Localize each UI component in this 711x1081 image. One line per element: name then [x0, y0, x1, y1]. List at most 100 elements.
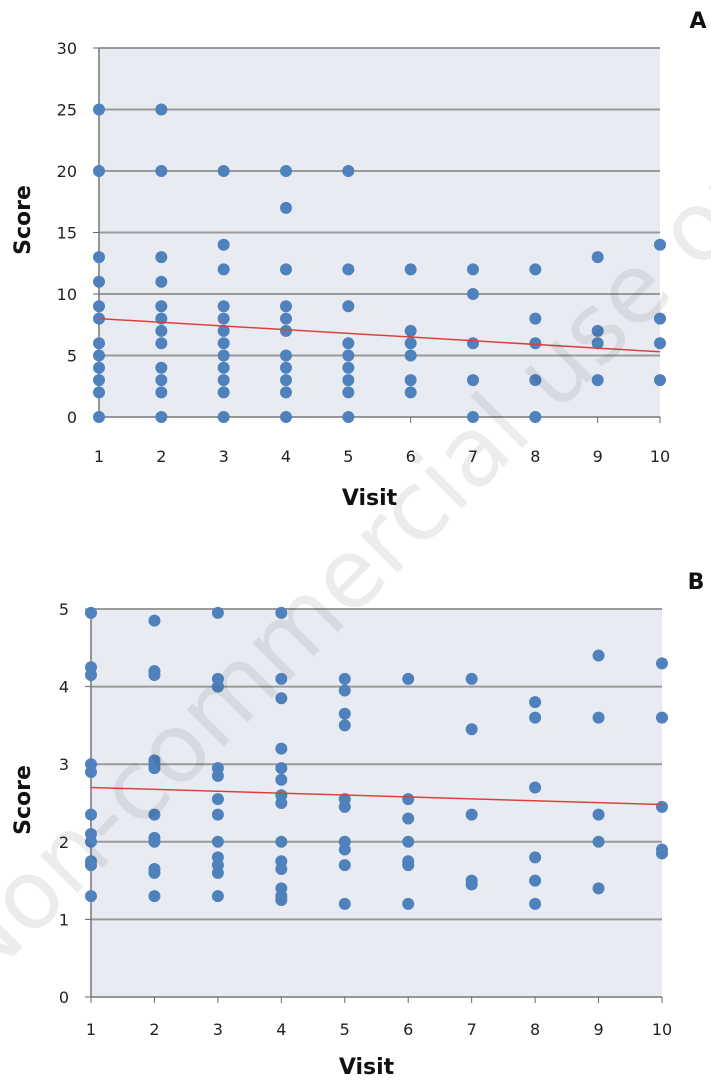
data-point [402, 793, 415, 806]
data-point [592, 711, 605, 724]
data-point [529, 696, 542, 709]
x-tick-label: 9 [593, 447, 603, 466]
data-point [342, 386, 355, 399]
data-point [280, 165, 292, 177]
x-tick-label: 7 [468, 447, 478, 466]
data-point [402, 672, 415, 685]
data-point [529, 312, 542, 325]
data-point [217, 263, 230, 276]
x-tick-label: 1 [86, 1020, 96, 1039]
data-point [148, 614, 161, 627]
data-point [342, 349, 355, 362]
x-tick-label: 4 [276, 1020, 286, 1039]
data-point [155, 361, 168, 374]
panel-a: 0 5 10 15 20 25 30 1 2 3 4 5 6 7 8 9 10 Visit Score A [11, 9, 707, 511]
y-tick-label: 25 [57, 101, 77, 120]
data-point [465, 874, 478, 887]
y-axis-title: Score [11, 185, 36, 255]
x-axis-title: Visit [342, 486, 398, 511]
data-point [93, 361, 105, 374]
x-tick-label: 3 [219, 447, 229, 466]
data-point [217, 374, 230, 387]
data-point [404, 337, 417, 350]
data-point [592, 835, 605, 848]
data-point [155, 337, 168, 350]
data-point [529, 781, 542, 794]
data-point [155, 103, 168, 116]
data-point [148, 831, 161, 844]
data-point [592, 808, 605, 821]
x-tick-label: 2 [156, 447, 166, 466]
data-point [217, 386, 230, 399]
data-point [280, 349, 292, 362]
y-tick-label: 4 [59, 678, 69, 697]
data-point [465, 723, 478, 736]
data-point [217, 238, 230, 251]
data-point [217, 411, 230, 423]
data-point [93, 411, 105, 423]
data-point [85, 855, 97, 868]
data-point [148, 862, 161, 875]
data-point [211, 672, 224, 685]
data-point [654, 238, 666, 251]
data-point [338, 897, 351, 910]
data-point [656, 843, 668, 856]
data-point [529, 263, 542, 276]
panel-label: B [688, 570, 705, 595]
data-point [402, 835, 415, 848]
data-point [155, 374, 168, 387]
data-point [148, 754, 161, 767]
data-point [467, 288, 479, 300]
y-tick-label: 15 [57, 224, 77, 243]
data-point [85, 758, 97, 771]
data-point [467, 411, 479, 423]
data-point [592, 649, 605, 662]
data-point [280, 300, 292, 313]
plot-area [91, 609, 662, 997]
data-point [654, 374, 666, 387]
data-point [342, 361, 355, 374]
trend-line [90, 786, 663, 806]
data-point [93, 300, 105, 313]
data-point [155, 324, 168, 337]
data-point [217, 361, 230, 374]
data-point [85, 606, 97, 619]
data-point [404, 263, 417, 276]
x-tick-label: 10 [650, 447, 670, 466]
x-tick-label: 10 [652, 1020, 672, 1039]
data-point [275, 672, 288, 685]
data-point [402, 812, 415, 825]
data-point [275, 773, 288, 786]
data-point [467, 337, 479, 350]
data-point [93, 251, 105, 264]
data-point [93, 103, 105, 116]
data-point [529, 874, 542, 887]
grid-lines [99, 47, 660, 357]
data-point [211, 835, 224, 848]
data-point [155, 411, 168, 423]
x-tick-label: 8 [530, 447, 540, 466]
data-point [342, 337, 355, 350]
x-tick-label: 9 [593, 1020, 603, 1039]
data-point [217, 300, 230, 313]
x-tick-label: 4 [281, 447, 291, 466]
data-point [275, 742, 288, 755]
data-point [280, 324, 292, 337]
data-point [656, 800, 668, 813]
data-point [465, 808, 478, 821]
data-point [338, 719, 351, 732]
x-axis-title: Visit [339, 1055, 395, 1080]
data-point [338, 684, 351, 697]
data-point [280, 361, 292, 374]
y-tick-label: 10 [57, 285, 77, 304]
y-tick-label: 0 [67, 408, 77, 427]
data-point [275, 606, 288, 619]
data-point [280, 201, 292, 214]
y-tick-label: 30 [57, 39, 77, 58]
data-point [211, 793, 224, 806]
data-point [85, 828, 97, 841]
data-point [656, 657, 668, 670]
tick-labels: 0 5 10 15 20 25 30 1 2 3 4 5 6 7 8 9 10 [57, 39, 671, 466]
data-point [155, 251, 168, 264]
